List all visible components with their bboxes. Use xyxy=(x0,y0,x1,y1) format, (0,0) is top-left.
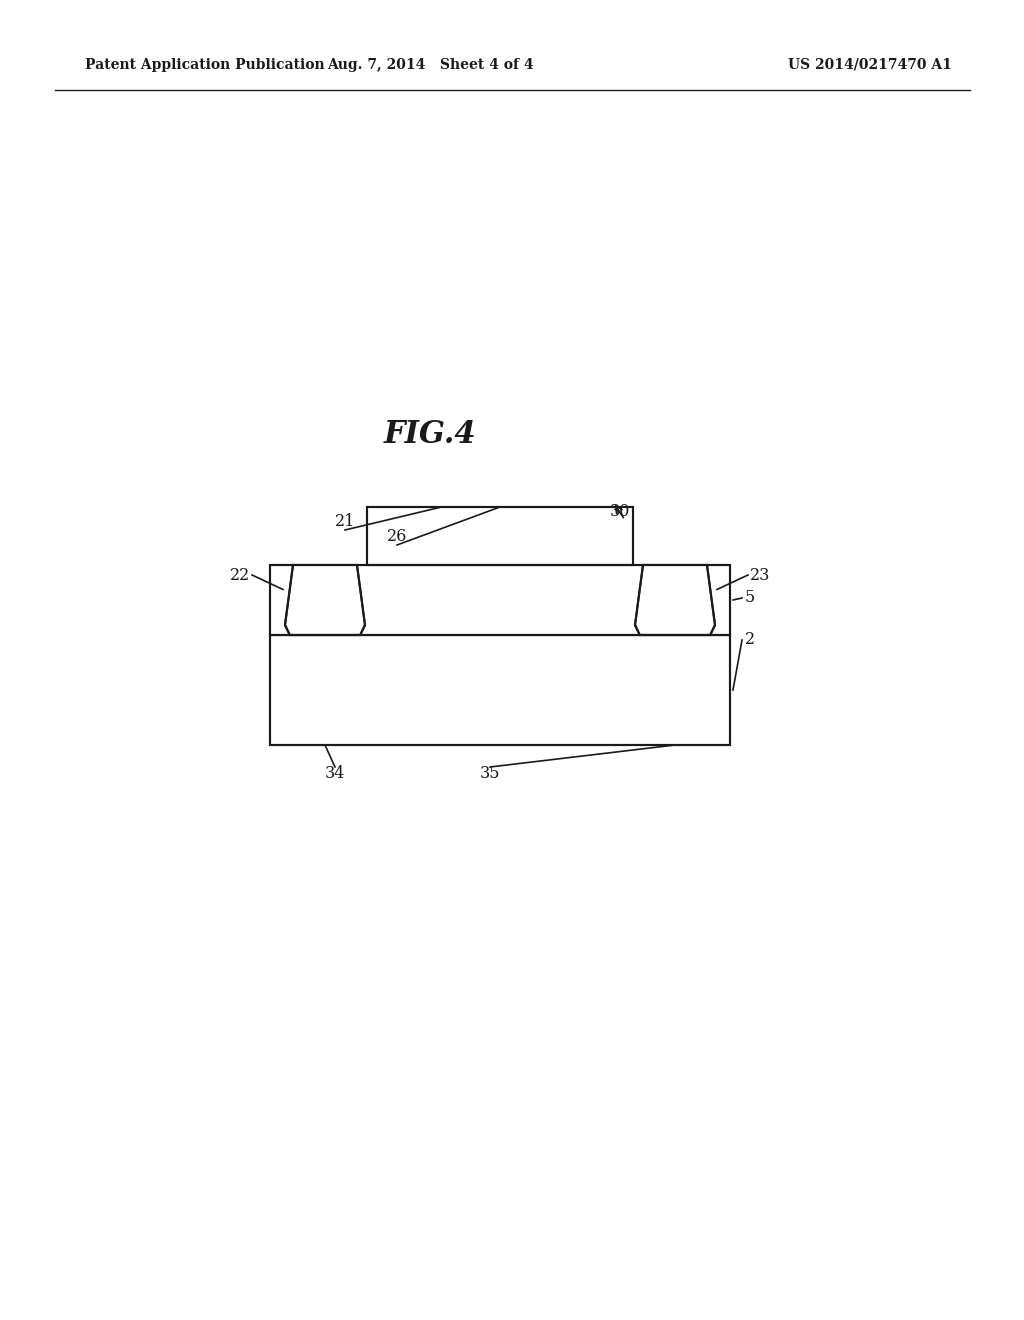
Polygon shape xyxy=(285,565,365,635)
Text: 30: 30 xyxy=(610,503,630,520)
Text: 2: 2 xyxy=(745,631,755,648)
Text: 26: 26 xyxy=(387,528,408,545)
Text: 22: 22 xyxy=(229,566,250,583)
Polygon shape xyxy=(367,507,633,565)
Text: Patent Application Publication: Patent Application Publication xyxy=(85,58,325,73)
Polygon shape xyxy=(270,635,730,744)
Text: Aug. 7, 2014   Sheet 4 of 4: Aug. 7, 2014 Sheet 4 of 4 xyxy=(327,58,534,73)
Text: 34: 34 xyxy=(325,766,345,781)
Text: FIG.4: FIG.4 xyxy=(384,418,476,450)
Text: 21: 21 xyxy=(335,513,355,531)
Text: US 2014/0217470 A1: US 2014/0217470 A1 xyxy=(788,58,952,73)
Text: 23: 23 xyxy=(750,566,770,583)
Polygon shape xyxy=(635,565,715,635)
Polygon shape xyxy=(270,565,730,635)
Text: 5: 5 xyxy=(745,590,756,606)
Text: 35: 35 xyxy=(480,766,501,781)
